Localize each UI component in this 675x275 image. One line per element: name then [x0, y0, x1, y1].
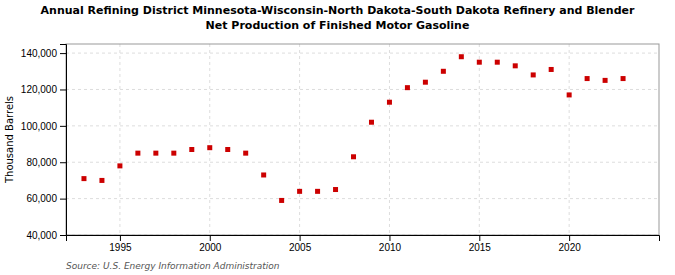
x-tick-label: 2015 [469, 242, 492, 253]
y-tick-label: 120,000 [21, 84, 58, 95]
grid-line-x [569, 44, 570, 235]
point [477, 60, 482, 65]
title: Annual Refining District Minnesota-Wisco… [41, 4, 635, 17]
x-tick-mark [210, 235, 211, 241]
y-axis: 40,000 60,000 80,000 100,000 120,000 140,000 [21, 45, 67, 241]
point [351, 154, 356, 159]
grid-line-x [299, 44, 300, 235]
point [423, 80, 428, 85]
point [405, 85, 410, 90]
grid-line-x [209, 44, 210, 235]
source: Source: U.S. Energy Information Administ… [66, 261, 280, 271]
point [261, 172, 266, 177]
point [603, 78, 608, 83]
y-tick-mark [60, 89, 66, 90]
point [621, 76, 626, 81]
y-tick-mark [60, 53, 66, 54]
point [189, 147, 194, 152]
subtitle: Net Production of Finished Motor Gasolin… [206, 19, 470, 32]
point [585, 76, 590, 81]
point [99, 178, 104, 183]
point [567, 92, 572, 97]
y-tick-label: 60,000 [26, 193, 57, 204]
x-tick-mark [120, 235, 121, 241]
x-tick-mark [479, 235, 480, 241]
x-tick-label: 2000 [199, 242, 222, 253]
grid-line-y [66, 125, 659, 126]
y-tick-mark [60, 162, 66, 163]
point [441, 69, 446, 74]
x-axis-line [67, 236, 660, 242]
y-tick-label: 140,000 [21, 48, 58, 59]
y-tick-label: 40,000 [26, 230, 57, 241]
grid-line-y [66, 89, 659, 90]
y-tick: 100,000 [21, 121, 66, 132]
point [207, 145, 212, 150]
grid [66, 44, 659, 235]
point [225, 147, 230, 152]
grid-line-x [119, 44, 120, 235]
x-tick-mark [389, 235, 390, 241]
plot-frame [66, 44, 659, 235]
point [495, 60, 500, 65]
x-tick-label: 2010 [379, 242, 402, 253]
y-axis-label: Thousand Barrels [4, 96, 15, 184]
x-tick-mark [569, 235, 570, 241]
point [513, 63, 518, 68]
point [315, 189, 320, 194]
y-tick: 40,000 [26, 230, 66, 241]
point [279, 198, 284, 203]
grid-line-y [66, 198, 659, 199]
y-tick-mark [60, 235, 66, 236]
grid-line-x [389, 44, 390, 235]
point [369, 120, 374, 125]
x-tick-label: 2020 [559, 242, 582, 253]
x-tick: 2010 [379, 235, 402, 253]
point [135, 151, 140, 156]
x-tick-mark [300, 235, 301, 241]
x-tick-label: 1995 [109, 242, 132, 253]
point [549, 67, 554, 72]
y-tick: 120,000 [21, 84, 66, 95]
y-tick: 80,000 [26, 157, 66, 168]
x-tick: 1995 [109, 235, 132, 253]
y-tick-label: 100,000 [21, 121, 58, 132]
point [531, 72, 536, 77]
point [117, 163, 122, 168]
point [81, 176, 86, 181]
chart: Annual Refining District Minnesota-Wisco… [0, 0, 675, 275]
x-tick: 2015 [469, 235, 492, 253]
y-tick: 140,000 [21, 48, 66, 59]
point [459, 54, 464, 59]
point [333, 187, 338, 192]
x-tick: 2020 [559, 235, 582, 253]
points [81, 54, 625, 203]
point [297, 189, 302, 194]
x-tick: 2000 [199, 235, 222, 253]
point [171, 151, 176, 156]
x-axis: 1995 2000 2005 2010 2015 2020 [67, 235, 660, 253]
y-tick-label: 80,000 [26, 157, 57, 168]
point [387, 100, 392, 105]
x-tick-label: 2005 [289, 242, 312, 253]
y-axis-line [60, 45, 67, 236]
grid-line-x [479, 44, 480, 235]
x-tick: 2005 [289, 235, 312, 253]
y-tick: 60,000 [26, 193, 66, 204]
plot-area: 1995 2000 2005 2010 2015 2020 40,000 60,000 80,0… [21, 44, 660, 253]
grid-line-y [66, 162, 659, 163]
y-tick-mark [60, 126, 66, 127]
grid-line-y [66, 53, 659, 54]
y-tick-mark [60, 199, 66, 200]
point [153, 151, 158, 156]
point [243, 151, 248, 156]
